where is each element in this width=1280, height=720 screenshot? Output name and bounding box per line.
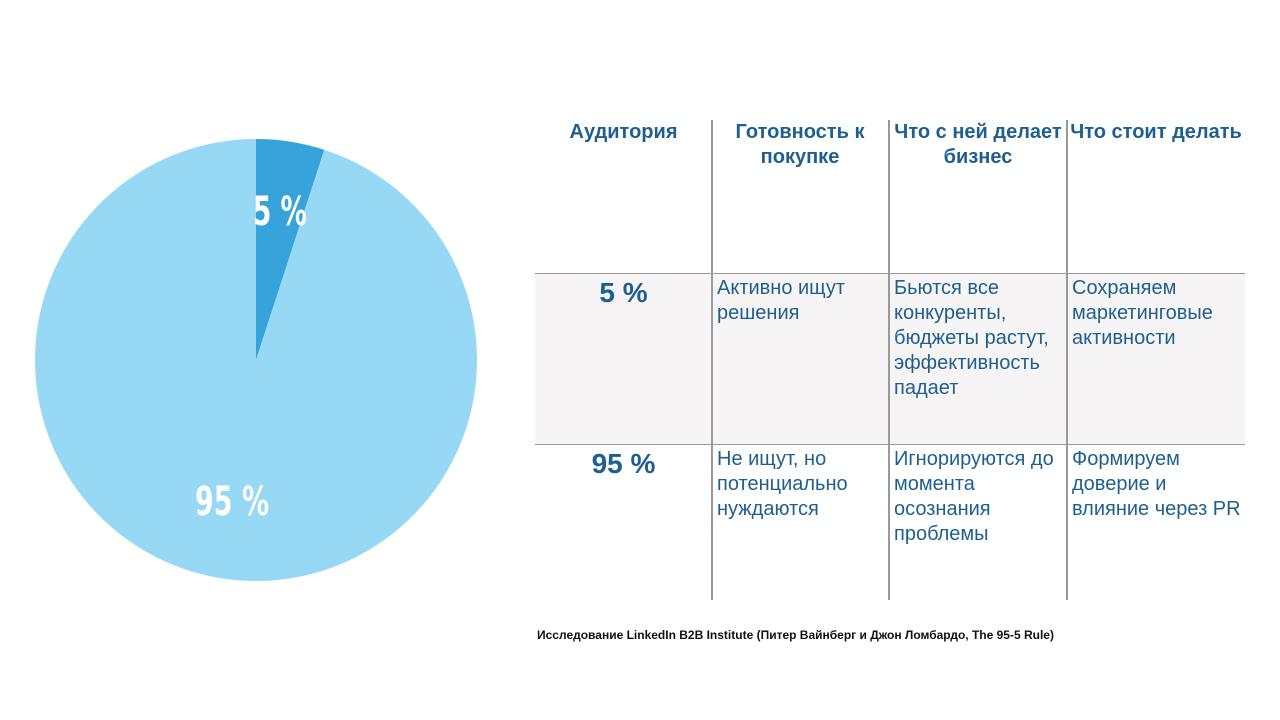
column-divider	[1066, 120, 1068, 600]
pie-slice	[256, 139, 325, 360]
action-cell: Формируем доверие и влияние через PR	[1072, 448, 1241, 520]
slice-label: 5 %	[253, 189, 307, 235]
slice-label: 95 %	[195, 479, 269, 525]
audience-cell: 5 %	[599, 277, 648, 308]
pie-slice	[34, 139, 477, 582]
table-row: 5 % Активно ищут решения Бьются все конк…	[535, 273, 1245, 444]
readiness-cell: Активно ищут решения	[717, 277, 846, 324]
source-note: Исследование LinkedIn B2B Institute (Пит…	[537, 628, 1054, 642]
column-divider	[888, 120, 890, 600]
table-row: 95 % Не ищут, но потенциально нуждаются …	[535, 444, 1245, 601]
header-action: Что стоит делать	[1070, 121, 1242, 143]
business-cell: Бьются все конкуренты, бюджеты растут, э…	[894, 277, 1049, 399]
action-cell: Сохраняем маркетинговые активности	[1072, 277, 1213, 349]
header-audience: Аудитория	[569, 121, 678, 143]
comparison-table: 5 % Активно ищут решения Бьются все конк…	[535, 120, 1245, 600]
readiness-cell: Не ищут, но потенциально нуждаются	[717, 448, 848, 520]
header-readiness: Готовность к покупке	[735, 121, 865, 168]
pie-chart: 5 % 95 %	[34, 139, 477, 582]
audience-cell: 95 %	[591, 448, 656, 479]
header-business: Что с ней делает бизнес	[894, 121, 1062, 168]
column-divider	[711, 120, 713, 600]
business-cell: Игнорируются до момента осознания пробле…	[894, 448, 1054, 545]
